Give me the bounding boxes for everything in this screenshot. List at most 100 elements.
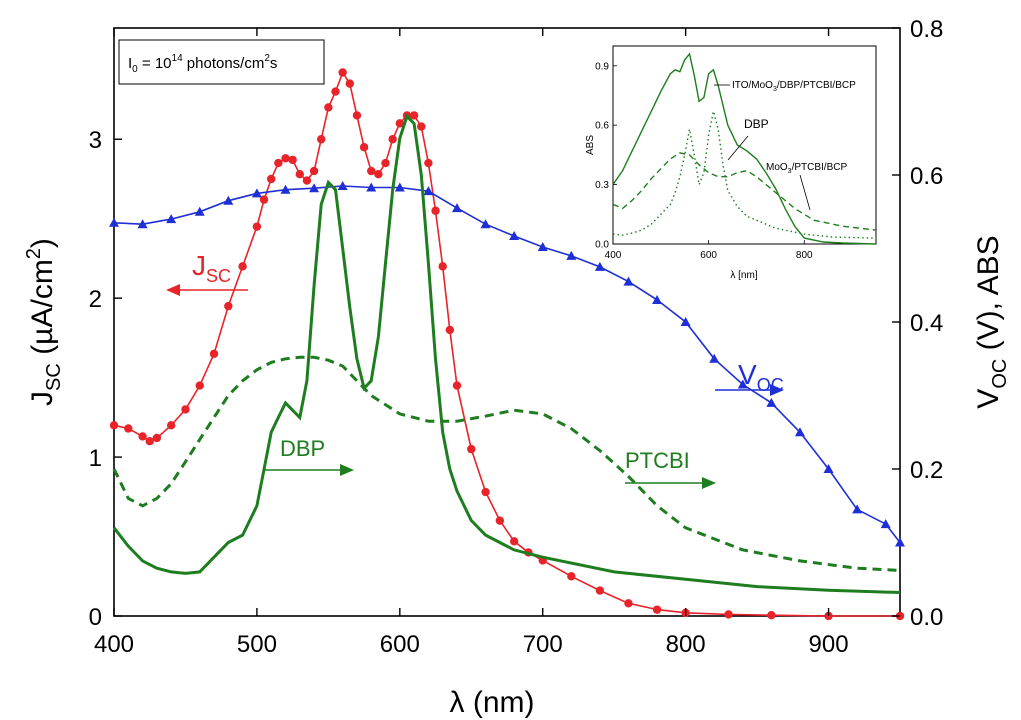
inset-series-line <box>612 52 877 245</box>
inset-moo-pre: MoO <box>766 162 788 173</box>
jsc-point <box>445 325 455 335</box>
jsc-point <box>224 301 233 311</box>
voc-point <box>594 261 605 271</box>
ylabel-left-sup: 2 <box>23 248 45 259</box>
jsc-point <box>238 262 247 271</box>
y-tick-label-right: 0.2 <box>910 457 943 484</box>
jsc-point <box>359 142 369 152</box>
jsc-point <box>424 158 433 168</box>
jsc-point <box>145 436 154 446</box>
illum-mid: = 10 <box>138 55 172 72</box>
jsc-point <box>295 170 304 179</box>
illum-sup1: 14 <box>172 53 184 64</box>
voc-point <box>566 250 577 260</box>
jsc-point <box>209 349 219 358</box>
voc-point <box>766 397 777 407</box>
x-tick-label: 500 <box>237 631 277 658</box>
ptcbi-arrowhead <box>702 477 716 489</box>
jsc-point <box>317 135 326 144</box>
jsc-point <box>267 174 276 184</box>
y-tick-label-left: 3 <box>89 127 102 154</box>
jsc-point <box>509 537 519 546</box>
illumination-text: I0 = 1014 photons/cm2s <box>128 53 277 75</box>
jsc-point <box>338 68 347 77</box>
jsc-point <box>345 79 354 88</box>
ylabel-right-main: V <box>972 389 1005 409</box>
voc-point <box>880 519 891 529</box>
plot-series <box>109 68 905 621</box>
y-tick-label-right: 0.8 <box>910 16 943 43</box>
y-axis-label-left: JSC (µA/cm2) <box>23 238 65 406</box>
jsc-point <box>467 444 476 454</box>
jsc-point <box>109 421 119 430</box>
ptcbi-label: PTCBI <box>625 448 690 473</box>
inset-x-tick-label: 800 <box>796 250 813 261</box>
jsc-point <box>152 433 162 443</box>
jsc-point <box>195 381 204 390</box>
jsc-point <box>409 111 419 120</box>
voc-point <box>423 186 434 196</box>
voc-point <box>709 353 720 363</box>
illum-post: photons/cm <box>183 55 265 72</box>
voc-point <box>794 427 805 437</box>
y-tick-label-left: 0 <box>89 604 102 631</box>
jsc-point <box>288 155 297 165</box>
x-ticks: 400 500 600 700 800 900 <box>94 28 849 658</box>
voc-point <box>852 504 863 514</box>
jsc-point <box>374 170 383 179</box>
y-axis-label-right: VOC (V), ABS <box>972 235 1011 408</box>
jsc-point <box>452 381 462 390</box>
illum-sup2: 2 <box>264 53 270 64</box>
illumination-box <box>118 39 325 85</box>
x-axis-label: λ (nm) <box>450 686 535 719</box>
voc-point <box>280 184 291 194</box>
inset-x-label: λ [nm] <box>730 270 757 281</box>
inset-label-moo: MoO3/PTCBI/BCP <box>766 162 847 175</box>
y-ticks-left: 0 1 2 3 <box>89 127 122 631</box>
y-tick-label-left: 2 <box>89 286 102 313</box>
inset-frame <box>612 45 877 245</box>
voc-point <box>137 219 148 229</box>
jsc-point <box>381 158 390 168</box>
voc-point <box>895 537 905 547</box>
jsc-point <box>724 610 733 619</box>
jsc-point <box>302 176 312 185</box>
jsc-label-main: J <box>192 250 206 281</box>
y-tick-label-left: 1 <box>89 445 102 472</box>
inset-moo-sub: 3 <box>788 168 792 175</box>
voc-point <box>537 242 548 252</box>
jsc-label: JSC <box>192 250 231 286</box>
jsc-point <box>595 586 605 595</box>
jsc-point <box>624 599 633 608</box>
jsc-point <box>352 111 362 120</box>
jsc-point <box>567 572 576 581</box>
voc-point <box>109 217 119 227</box>
inset-series-line <box>612 152 877 231</box>
jsc-point <box>281 154 290 163</box>
x-tick-label: 700 <box>523 631 563 658</box>
voc-point <box>652 294 663 304</box>
jsc-point <box>324 103 333 112</box>
jsc-point <box>181 405 190 414</box>
inset-ito-pre: ITO/MoO <box>732 80 773 91</box>
ylabel-right-sub: OC <box>989 359 1011 389</box>
jsc-label-sub: SC <box>206 266 231 286</box>
voc-point <box>394 182 405 192</box>
jsc-point <box>331 87 340 96</box>
inset-moo-pointer <box>799 174 811 211</box>
voc-point <box>366 182 377 192</box>
inset-y-ticks: 0.0 0.3 0.6 0.9 <box>595 61 617 251</box>
series-line-dbp <box>112 113 901 594</box>
jsc-point <box>124 424 133 433</box>
voc-point <box>166 214 177 224</box>
x-tick-label: 400 <box>94 631 134 658</box>
inset-y-label: ABS <box>585 135 596 155</box>
voc-point <box>623 276 634 286</box>
voc-point <box>737 379 748 389</box>
jsc-point <box>438 262 447 271</box>
voc-point <box>680 317 691 326</box>
voc-point <box>223 195 234 205</box>
inset-chart: 400 600 800 0.0 0.3 0.6 0.9 λ [nm] ABS ITO/Mo… <box>585 45 877 281</box>
inset-y-tick-label: 0.0 <box>595 240 609 251</box>
